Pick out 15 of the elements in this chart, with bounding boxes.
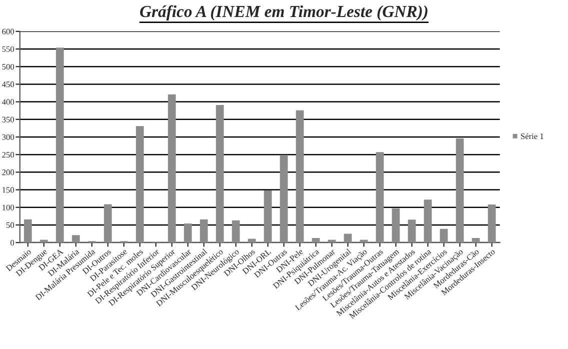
y-tick-label: 0 [10, 240, 14, 246]
y-tick-label: 350 [2, 116, 14, 122]
y-tick-label: 500 [2, 64, 14, 70]
y-tick-label: 400 [2, 99, 14, 105]
y-tick-label: 200 [2, 170, 14, 176]
y-tick-label: 300 [2, 134, 14, 140]
y-tick-label: 50 [6, 222, 14, 228]
y-tick-label: 600 [2, 28, 14, 34]
legend-label: Série 1 [521, 133, 544, 140]
y-tick-label: 100 [2, 204, 14, 210]
y-tick-label: 250 [2, 152, 14, 158]
y-tick-label: 150 [2, 187, 14, 193]
y-tick-label: 450 [2, 82, 14, 88]
chart-title: Gráfico A (INEM em Timor-Leste (GNR)) [140, 5, 428, 21]
y-tick-label: 550 [2, 46, 14, 52]
